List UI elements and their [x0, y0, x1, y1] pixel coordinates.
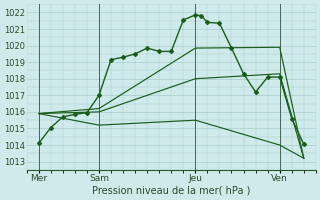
X-axis label: Pression niveau de la mer( hPa ): Pression niveau de la mer( hPa ): [92, 186, 251, 196]
